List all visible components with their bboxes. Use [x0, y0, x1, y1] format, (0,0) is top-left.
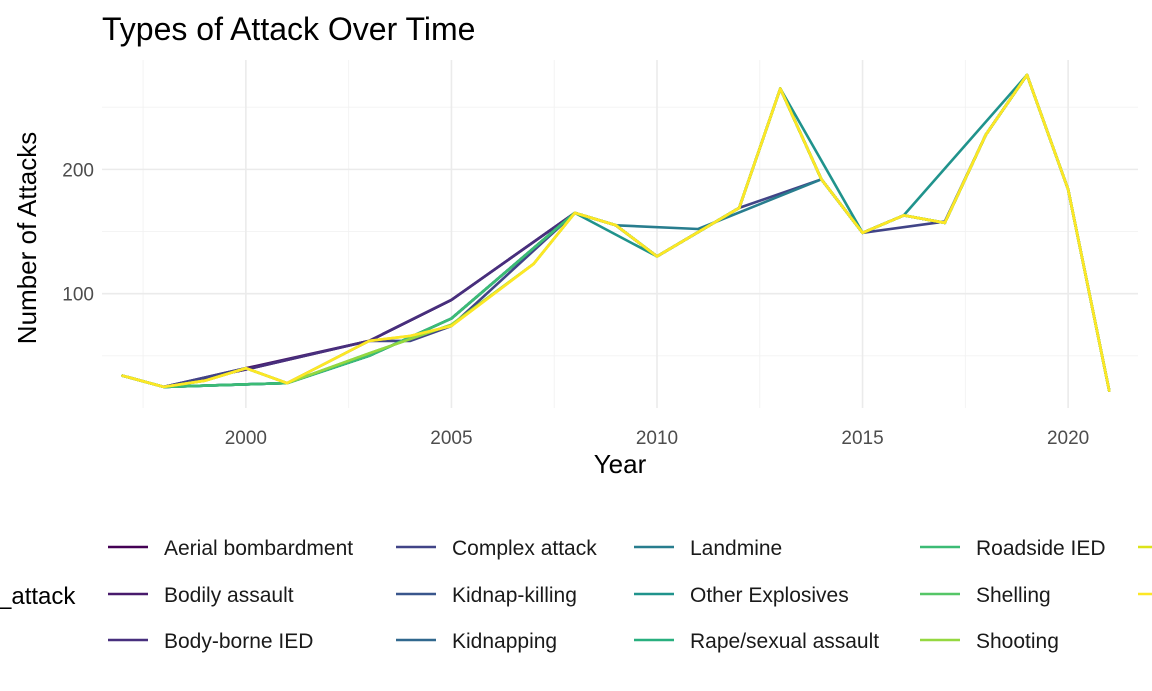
series-line [121, 73, 1111, 392]
series-line [121, 73, 1111, 392]
legend-label: Shooting [976, 630, 1059, 653]
series-line [121, 73, 1111, 392]
legend: _attack Aerial bombardment Complex attack… [0, 537, 1152, 653]
x-axis-ticks: 2000 2005 2010 2015 2020 [225, 428, 1090, 449]
series-line [121, 73, 1111, 392]
series-line [121, 73, 1111, 392]
legend-label: Bodily assault [164, 584, 294, 607]
legend-label: Aerial bombardment [164, 537, 353, 560]
series-line [121, 73, 1111, 392]
series-line [121, 73, 1111, 392]
x-tick-label: 2020 [1047, 428, 1089, 449]
series-lines [121, 73, 1111, 392]
legend-label: Shelling [976, 584, 1051, 607]
legend-title: _attack [0, 583, 76, 610]
y-axis-title: Number of Attacks [12, 132, 42, 344]
y-tick-label: 200 [62, 160, 94, 181]
y-axis-ticks: 100 200 [62, 160, 94, 305]
legend-label: Body-borne IED [164, 630, 313, 653]
x-tick-label: 2005 [430, 428, 472, 449]
legend-label: Rape/sexual assault [690, 630, 879, 653]
y-tick-label: 100 [62, 285, 94, 306]
x-tick-label: 2000 [225, 428, 267, 449]
x-axis-title: Year [594, 449, 647, 479]
x-tick-label: 2015 [841, 428, 883, 449]
legend-label: Roadside IED [976, 537, 1106, 560]
series-line [121, 73, 1111, 392]
chart-title: Types of Attack Over Time [102, 11, 475, 47]
legend-label: Kidnapping [452, 630, 557, 653]
legend-label: Kidnap-killing [452, 584, 577, 607]
legend-label: Landmine [690, 537, 782, 560]
series-line [121, 73, 1111, 392]
series-line [121, 73, 1111, 392]
legend-label: Other Explosives [690, 584, 849, 607]
legend-label: Complex attack [452, 537, 597, 560]
series-line [121, 73, 1111, 392]
series-line [121, 73, 1111, 392]
series-line [121, 73, 1111, 392]
series-line [121, 73, 1111, 392]
x-tick-label: 2010 [636, 428, 678, 449]
grid [102, 60, 1138, 408]
